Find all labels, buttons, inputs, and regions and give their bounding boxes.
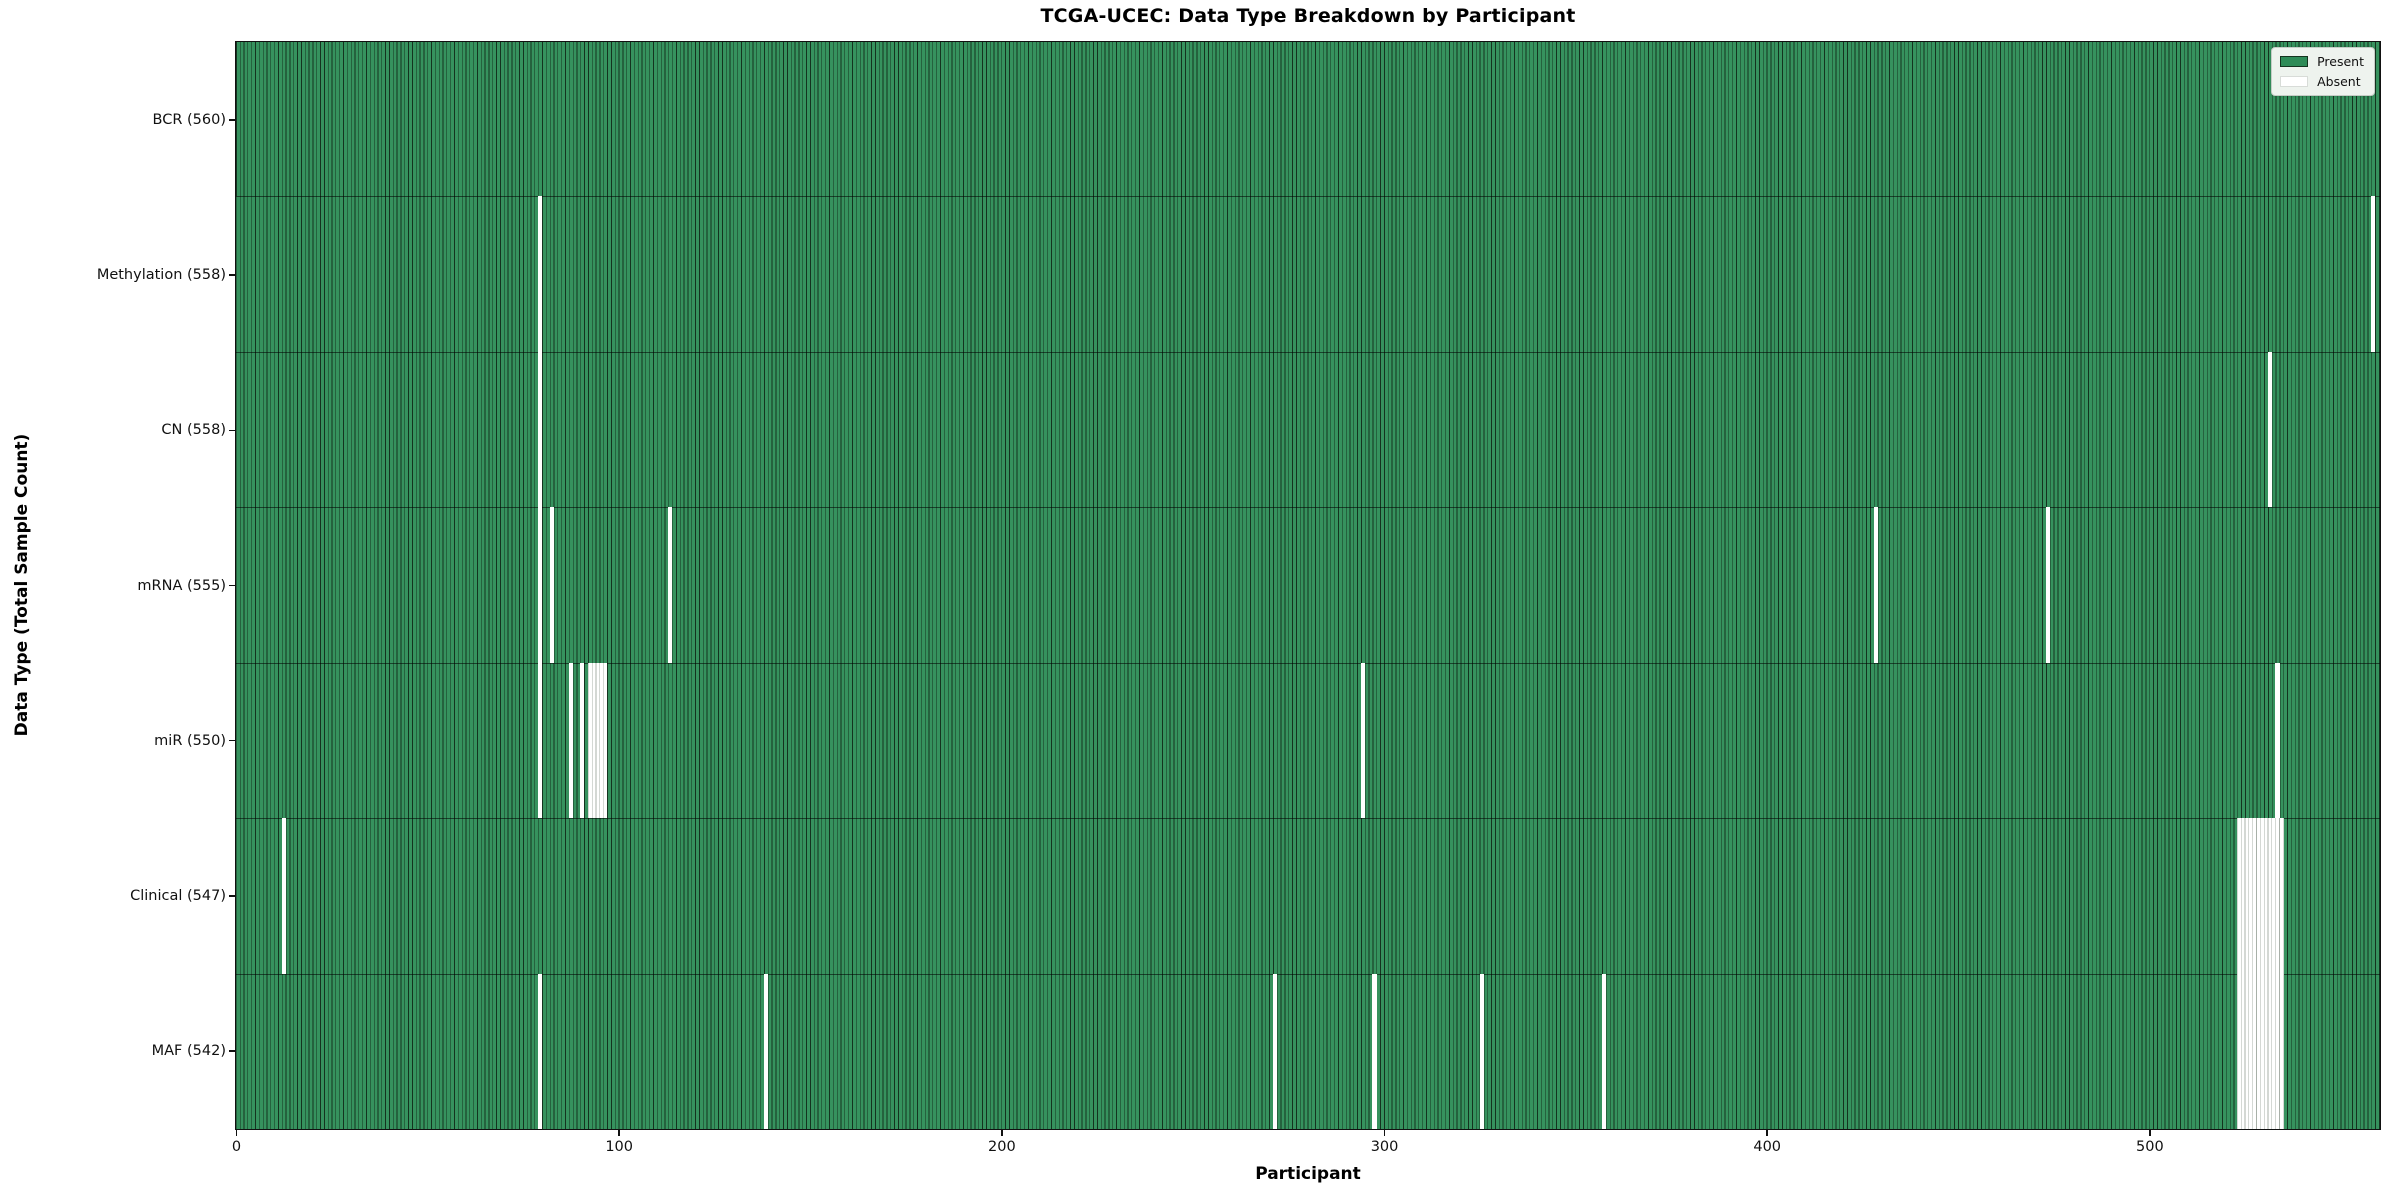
x-tick-mark [1766,1130,1768,1136]
legend-entry-absent: Absent [2280,75,2364,88]
y-tick-mark [229,119,235,121]
absent-gap [2275,662,2280,819]
present-swatch-icon [2280,56,2309,67]
absent-gap [1873,507,1878,663]
absent-gap [1479,973,1484,1129]
chart-title: TCGA-UCEC: Data Type Breakdown by Partic… [1040,5,1576,27]
absent-gap [763,973,769,1129]
y-tick-mark [229,739,235,742]
plot-area: Present Absent [235,41,2381,1130]
y-tick-mark [229,894,235,897]
absent-gap [668,507,673,663]
absent-gap [549,507,554,663]
absent-gap [2237,818,2284,974]
absent-gap [2371,196,2376,352]
x-tick-label: 200 [988,1139,1016,1155]
x-tick-label: 400 [1753,1139,1782,1155]
y-tick-label: Clinical (547) [130,887,226,904]
y-tick-label: MAF (542) [151,1042,226,1059]
y-tick-label: CN (558) [161,422,226,439]
y-tick-mark [229,429,235,432]
legend-label-present: Present [2317,54,2364,69]
row-BCR [236,42,2380,197]
x-tick-mark [2149,1130,2151,1136]
y-tick-label: miR (550) [154,732,226,749]
x-tick-mark [235,1130,238,1136]
absent-gap [538,196,543,352]
x-axis-title: Participant [1255,1164,1361,1184]
x-tick-mark [1383,1130,1386,1136]
y-tick-label: mRNA (555) [137,577,226,594]
y-tick-label: Methylation (558) [96,267,226,284]
x-tick-mark [618,1130,620,1136]
row-mRNA [236,507,2380,663]
row-MAF [236,973,2380,1129]
absent-gap [1360,662,1366,819]
x-tick-label: 0 [231,1139,242,1155]
absent-gap [281,818,286,974]
absent-gap [2045,507,2051,663]
legend: Present Absent [2271,47,2375,96]
x-tick-label: 300 [1370,1139,1399,1155]
absent-gap [2237,973,2284,1129]
absent-gap [587,662,608,819]
absent-gap [538,662,543,819]
row-Clinical [236,818,2380,974]
x-tick-label: 500 [2136,1139,2164,1155]
absent-gap [1601,973,1607,1129]
row-Methylation [236,196,2380,352]
y-tick-mark [229,274,235,276]
legend-label-absent: Absent [2317,74,2361,89]
row-miR [236,662,2380,819]
absent-gap [580,662,585,819]
absent-gap [2267,351,2273,508]
absent-gap [1272,973,1278,1129]
y-tick-mark [229,1050,235,1052]
absent-gap [538,351,543,508]
x-tick-mark [1001,1130,1003,1136]
legend-entry-present: Present [2280,55,2364,68]
x-tick-label: 100 [605,1139,634,1155]
absent-swatch-icon [2280,76,2309,87]
absent-gap [538,973,543,1129]
y-tick-label: BCR (560) [152,112,227,129]
absent-gap [568,662,573,819]
row-CN [236,351,2380,508]
absent-gap [1372,973,1377,1129]
rows-container [236,42,2380,1129]
absent-gap [538,507,543,663]
y-tick-mark [229,584,235,587]
